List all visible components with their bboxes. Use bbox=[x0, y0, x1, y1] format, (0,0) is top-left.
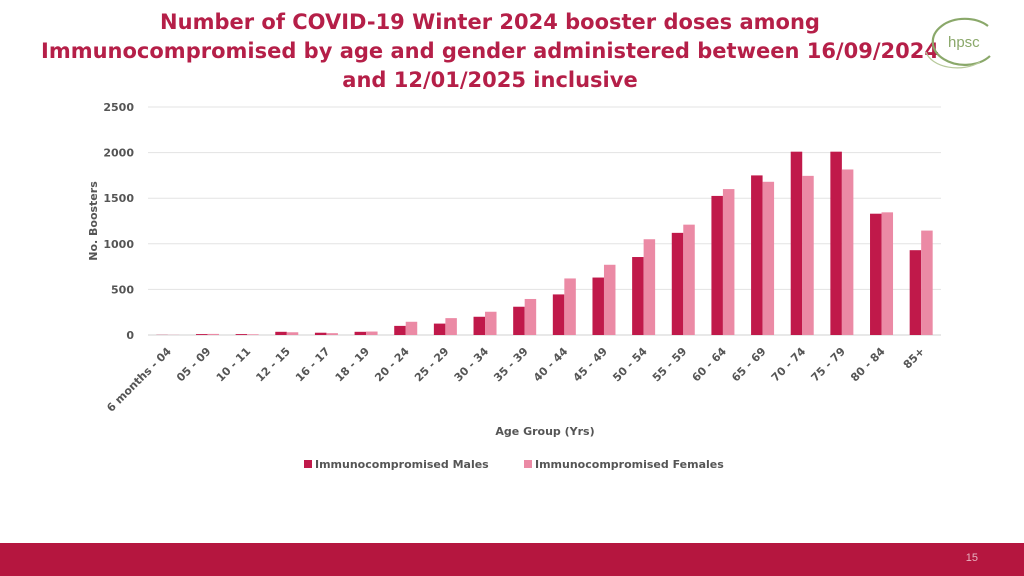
bar-females bbox=[643, 239, 656, 335]
bar-females bbox=[603, 264, 616, 335]
bar-males bbox=[751, 175, 763, 335]
bar-females bbox=[247, 334, 259, 335]
x-tick-label: 85+ bbox=[901, 345, 928, 372]
legend-swatch bbox=[524, 460, 532, 468]
y-tick-label: 1000 bbox=[103, 238, 134, 251]
bar-males bbox=[195, 334, 208, 335]
footer-bar: 15 bbox=[0, 543, 1024, 576]
x-tick-label: 20 - 24 bbox=[372, 345, 412, 385]
bar-females bbox=[881, 212, 894, 335]
logo-text: hpsc bbox=[948, 34, 980, 51]
x-tick-label: 16 - 17 bbox=[293, 345, 332, 384]
x-tick-label: 75 - 79 bbox=[809, 345, 848, 384]
bar-females bbox=[564, 278, 576, 335]
bar-males bbox=[433, 323, 446, 335]
x-tick-label: 65 - 69 bbox=[729, 345, 768, 384]
x-tick-label: 30 - 34 bbox=[452, 345, 492, 385]
x-tick-label: 05 - 09 bbox=[174, 345, 213, 384]
bar-females bbox=[921, 230, 933, 335]
bar-females bbox=[802, 175, 814, 335]
bar-females bbox=[286, 332, 299, 335]
y-axis-title: No. Boosters bbox=[87, 181, 100, 261]
bar-females bbox=[326, 333, 338, 335]
x-tick-label: 10 - 11 bbox=[214, 345, 253, 384]
bar-males bbox=[275, 331, 287, 335]
x-tick-label: 25 - 29 bbox=[412, 345, 451, 384]
bar-females bbox=[841, 169, 854, 335]
bar-females bbox=[405, 321, 418, 335]
bar-males bbox=[830, 151, 842, 335]
legend-label: Immunocompromised Females bbox=[535, 458, 724, 471]
x-tick-label: 45 - 49 bbox=[571, 345, 610, 384]
bar-males bbox=[354, 331, 367, 335]
x-tick-label: 18 - 19 bbox=[333, 345, 372, 384]
y-tick-label: 2500 bbox=[103, 101, 134, 114]
bar-chart: 0 500 1000 1500 2000 2500 6 months - 04 05 - 09… bbox=[87, 101, 941, 471]
x-tick-label: 6 months - 04 bbox=[104, 345, 174, 415]
legend-label: Immunocompromised Males bbox=[315, 458, 489, 471]
title-line-3: and 12/01/2025 inclusive bbox=[342, 68, 638, 92]
x-axis-title: Age Group (Yrs) bbox=[495, 425, 594, 438]
bar-females bbox=[445, 318, 457, 335]
x-tick-label: 70 - 74 bbox=[769, 345, 809, 385]
y-tick-label: 2000 bbox=[103, 147, 134, 160]
y-tick-label: 0 bbox=[126, 329, 134, 342]
chart-title: Number of COVID-19 Winter 2024 booster d… bbox=[0, 8, 980, 95]
bar-females bbox=[762, 181, 775, 335]
bar-females bbox=[485, 311, 497, 335]
title-line-2: Immunocompromised by age and gender admi… bbox=[41, 39, 939, 63]
bar-males bbox=[909, 250, 922, 335]
x-tick-label: 35 - 39 bbox=[491, 345, 530, 384]
bar-males bbox=[473, 316, 486, 335]
x-tick-label: 40 - 44 bbox=[531, 345, 571, 385]
bar-males bbox=[592, 277, 604, 335]
bar-males bbox=[513, 306, 525, 335]
legend-swatch bbox=[304, 460, 312, 468]
title-line-1: Number of COVID-19 Winter 2024 booster d… bbox=[160, 10, 820, 34]
bar-females bbox=[366, 331, 378, 335]
bar-females bbox=[683, 224, 695, 335]
bar-males bbox=[314, 332, 327, 335]
x-tick-label: 55 - 59 bbox=[650, 345, 689, 384]
y-tick-label: 1500 bbox=[103, 192, 134, 205]
x-tick-label: 12 - 15 bbox=[253, 345, 292, 384]
x-tick-label: 60 - 64 bbox=[690, 345, 730, 385]
hpsc-logo: hpsc bbox=[925, 17, 991, 69]
x-tick-label: 80 - 84 bbox=[848, 345, 888, 385]
y-tick-label: 500 bbox=[111, 283, 134, 296]
bar-males bbox=[552, 294, 565, 335]
bar-females bbox=[207, 333, 219, 335]
bar-females bbox=[524, 298, 537, 335]
bar-males bbox=[632, 257, 644, 335]
bar-males bbox=[394, 325, 406, 335]
page-number: 15 bbox=[965, 552, 978, 564]
bar-males bbox=[235, 334, 248, 335]
bar-males bbox=[671, 232, 684, 335]
bar-females bbox=[722, 189, 735, 335]
bar-males bbox=[711, 195, 723, 335]
bar-males bbox=[790, 151, 803, 335]
bar-males bbox=[870, 213, 882, 335]
x-tick-label: 50 - 54 bbox=[610, 345, 650, 385]
